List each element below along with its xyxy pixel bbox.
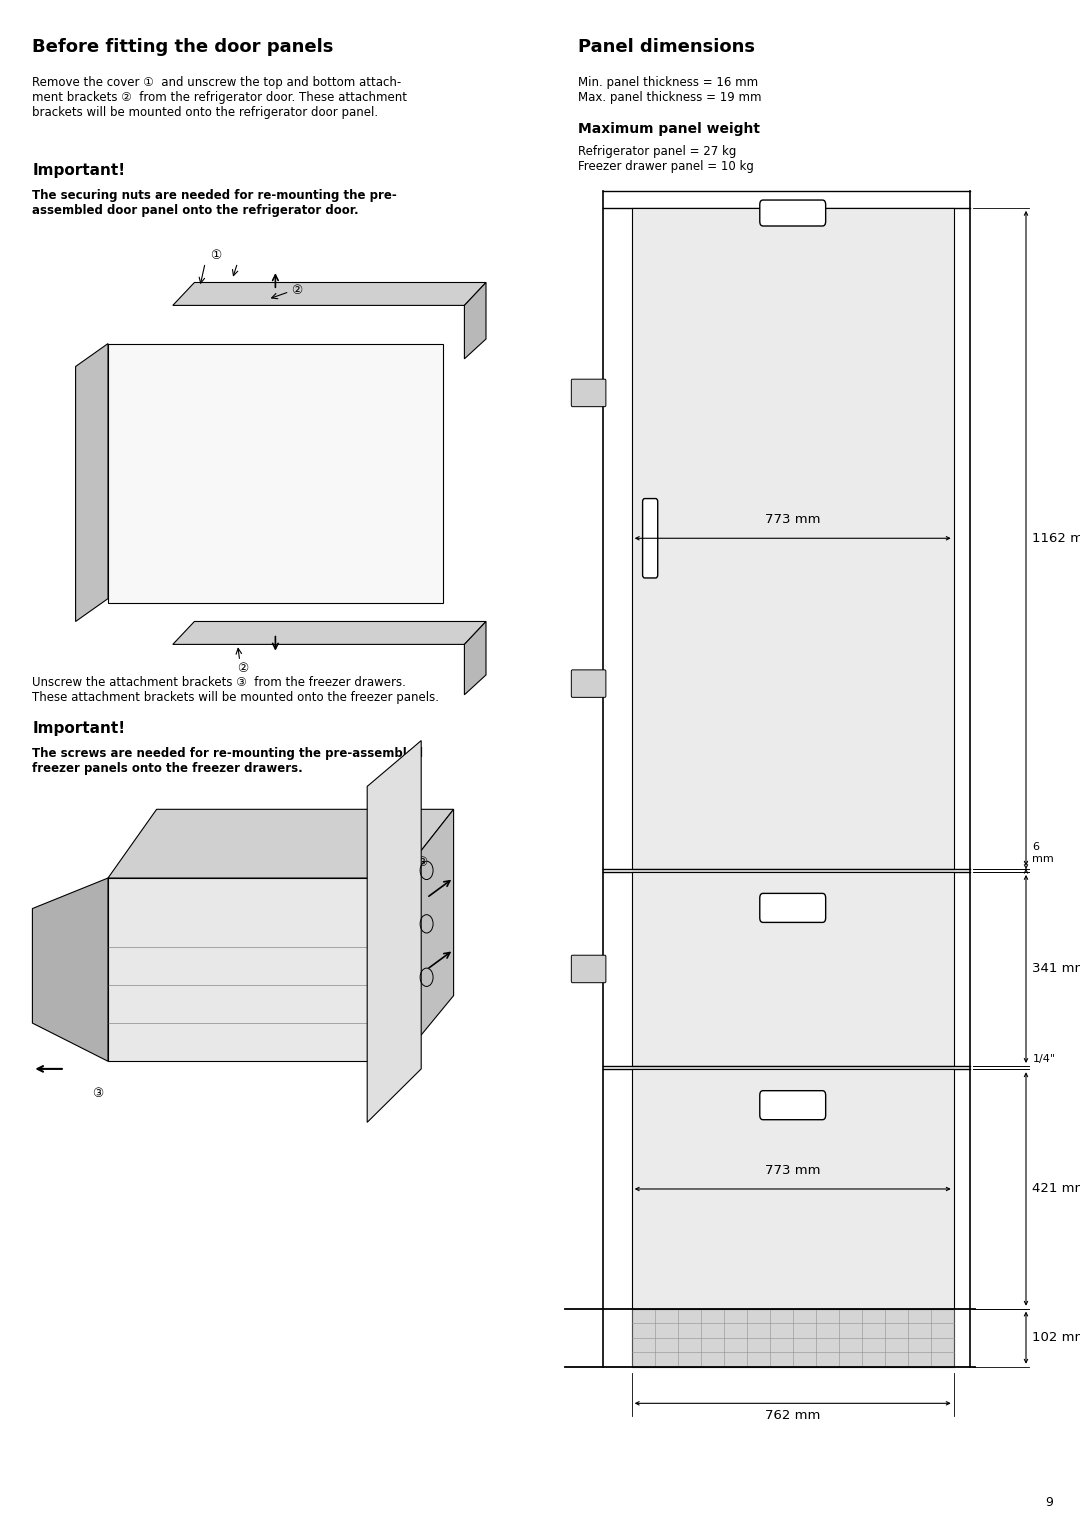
- Polygon shape: [108, 878, 400, 1061]
- Polygon shape: [108, 344, 443, 603]
- Polygon shape: [173, 621, 486, 644]
- Bar: [632, 872, 954, 1066]
- Text: Min. panel thickness = 16 mm
Max. panel thickness = 19 mm: Min. panel thickness = 16 mm Max. panel …: [578, 76, 761, 104]
- Text: ③: ③: [416, 857, 427, 869]
- Text: Refrigerator panel = 27 kg
Freezer drawer panel = 10 kg: Refrigerator panel = 27 kg Freezer drawe…: [578, 145, 754, 173]
- Polygon shape: [464, 621, 486, 695]
- Polygon shape: [367, 741, 421, 1122]
- Text: 6
mm: 6 mm: [1032, 843, 1054, 864]
- Text: 102 mm: 102 mm: [1032, 1332, 1080, 1344]
- Text: The screws are needed for re-mounting the pre-assembled
freezer panels onto the : The screws are needed for re-mounting th…: [32, 747, 423, 774]
- Text: 762 mm: 762 mm: [765, 1409, 821, 1423]
- Polygon shape: [173, 282, 486, 305]
- Text: 773 mm: 773 mm: [765, 513, 821, 525]
- Polygon shape: [108, 809, 454, 878]
- Text: Maximum panel weight: Maximum panel weight: [578, 122, 760, 136]
- Text: Remove the cover ①  and unscrew the top and bottom attach-
ment brackets ②  from: Remove the cover ① and unscrew the top a…: [32, 76, 407, 119]
- FancyBboxPatch shape: [760, 893, 825, 922]
- Text: The securing nuts are needed for re-mounting the pre-
assembled door panel onto : The securing nuts are needed for re-moun…: [32, 189, 397, 217]
- FancyBboxPatch shape: [571, 670, 606, 698]
- Polygon shape: [32, 878, 108, 1061]
- Bar: [632, 1309, 954, 1367]
- FancyBboxPatch shape: [571, 379, 606, 406]
- Bar: [632, 208, 954, 869]
- Text: 1162 mm: 1162 mm: [1032, 531, 1080, 545]
- Polygon shape: [464, 282, 486, 359]
- Text: Important!: Important!: [32, 721, 125, 736]
- FancyBboxPatch shape: [760, 200, 825, 226]
- Text: ③: ③: [92, 1087, 103, 1099]
- Polygon shape: [76, 344, 108, 621]
- Text: Panel dimensions: Panel dimensions: [578, 38, 755, 56]
- Polygon shape: [400, 809, 454, 1061]
- Text: ①: ①: [211, 249, 221, 261]
- Text: ②: ②: [292, 284, 302, 296]
- Text: 421 mm: 421 mm: [1032, 1182, 1080, 1196]
- Text: ②: ②: [238, 663, 248, 675]
- Text: 773 mm: 773 mm: [765, 1164, 821, 1177]
- Text: 1/4": 1/4": [1032, 1054, 1055, 1064]
- FancyBboxPatch shape: [643, 498, 658, 577]
- Text: Unscrew the attachment brackets ③  from the freezer drawers.
These attachment br: Unscrew the attachment brackets ③ from t…: [32, 676, 440, 704]
- Text: 341 mm: 341 mm: [1032, 962, 1080, 976]
- FancyBboxPatch shape: [571, 956, 606, 983]
- Text: Before fitting the door panels: Before fitting the door panels: [32, 38, 334, 56]
- Text: Important!: Important!: [32, 163, 125, 179]
- FancyBboxPatch shape: [760, 1090, 825, 1119]
- Bar: [632, 1069, 954, 1309]
- Text: 9: 9: [1045, 1495, 1053, 1509]
